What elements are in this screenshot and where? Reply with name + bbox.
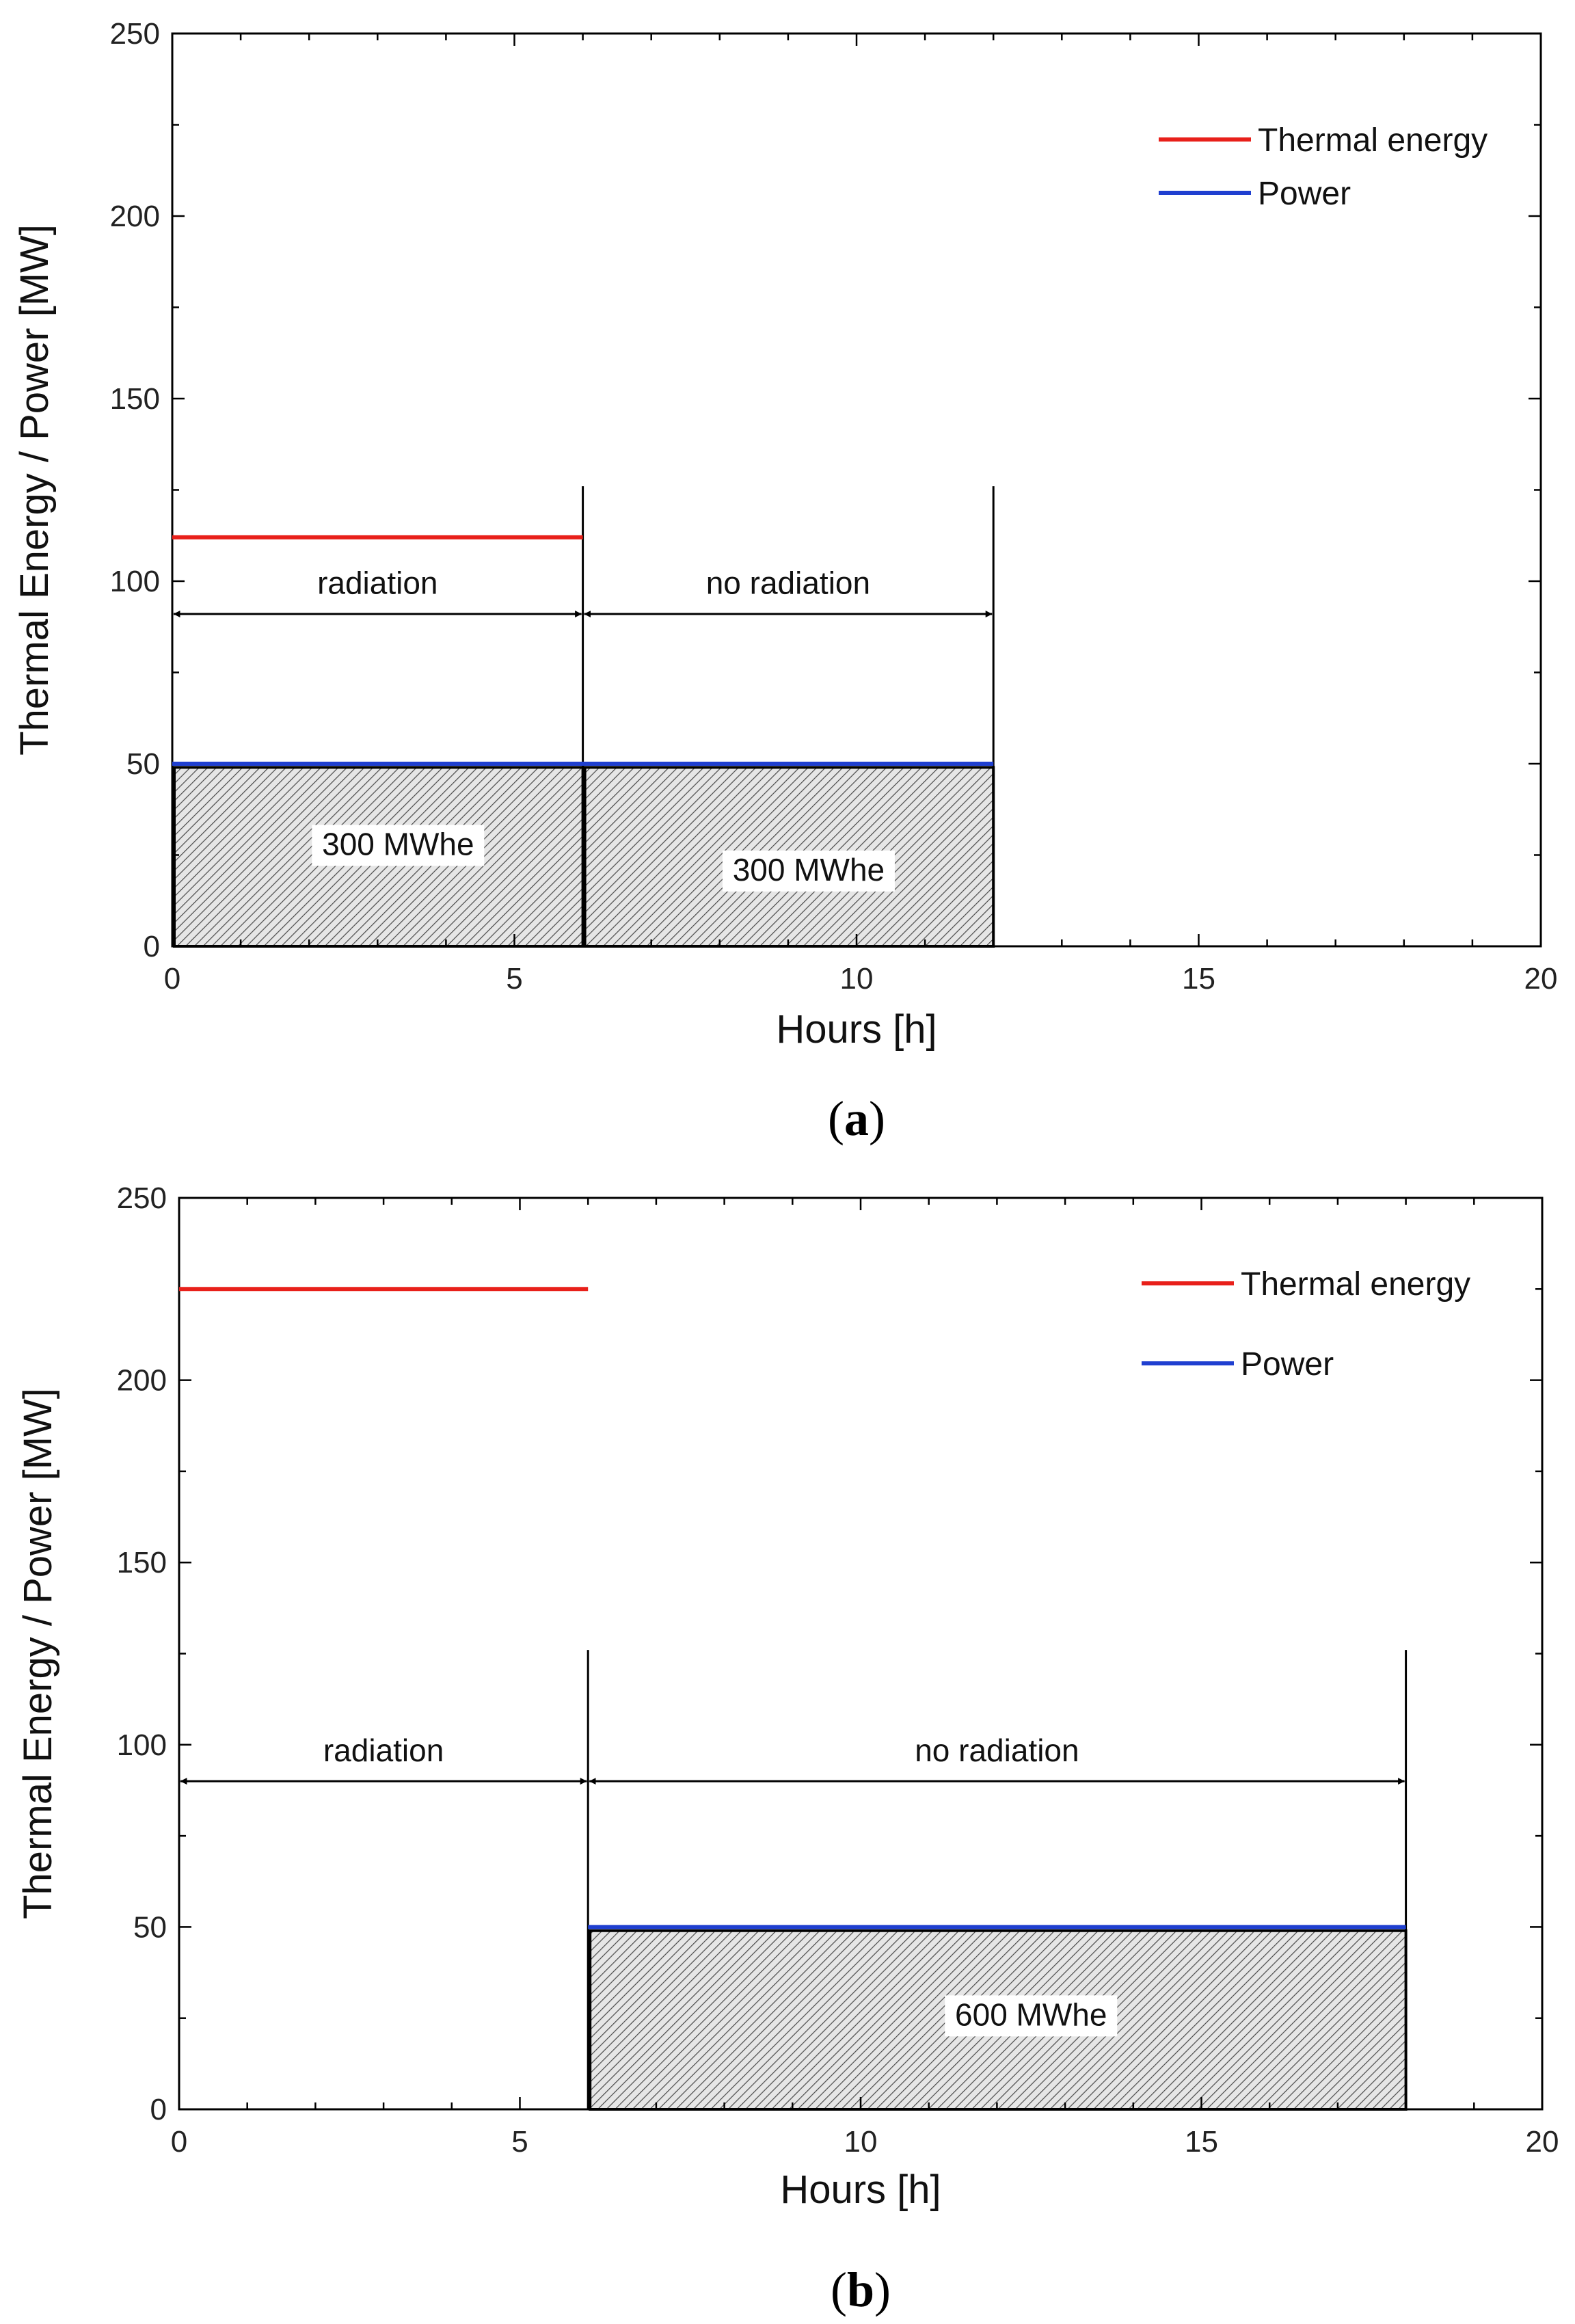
x-tick-label: 20 <box>1524 962 1558 996</box>
x-tick-label: 15 <box>1182 962 1215 996</box>
y-tick-label: 0 <box>144 930 160 963</box>
y-tick-label: 0 <box>150 2093 167 2126</box>
legend-label-thermal-energy: Thermal energy <box>1241 1266 1470 1303</box>
legend-label-power: Power <box>1258 176 1351 212</box>
x-tick-label: 10 <box>844 2125 878 2159</box>
x-tick-label: 20 <box>1526 2125 1559 2159</box>
x-tick-label: 0 <box>164 962 180 996</box>
area-label-background <box>945 1995 1118 2037</box>
y-tick-label: 50 <box>133 1910 167 1944</box>
y-tick-label: 150 <box>117 1546 167 1579</box>
span-label: no radiation <box>706 565 870 601</box>
y-tick-label: 250 <box>110 17 160 51</box>
caption-letter: a <box>844 1091 869 1146</box>
caption-paren-close: ) <box>874 2262 891 2317</box>
y-tick-label: 200 <box>110 200 160 233</box>
span-label: radiation <box>317 565 438 601</box>
area-label: 300 MWhe <box>733 852 885 887</box>
panel-caption: (a) <box>828 1091 885 1146</box>
area-label: 600 MWhe <box>955 1996 1107 2032</box>
caption-letter: b <box>847 2262 874 2317</box>
y-tick-label: 200 <box>117 1364 167 1398</box>
caption-paren-open: ( <box>831 2262 847 2317</box>
x-tick-label: 10 <box>840 962 874 996</box>
legend-label-power: Power <box>1241 1346 1334 1383</box>
area-label-background <box>312 825 485 866</box>
caption-paren-close: ) <box>869 1091 885 1146</box>
y-tick-label: 100 <box>117 1728 167 1762</box>
y-tick-label: 150 <box>110 382 160 416</box>
x-tick-label: 15 <box>1185 2125 1218 2159</box>
panel-caption: (b) <box>831 2262 891 2317</box>
y-axis-title: Thermal Energy / Power [MW] <box>12 224 57 756</box>
y-tick-label: 100 <box>110 565 160 598</box>
y-tick-label: 250 <box>117 1181 167 1215</box>
legend-label-thermal-energy: Thermal energy <box>1258 122 1488 159</box>
x-tick-label: 0 <box>171 2125 187 2159</box>
span-label: radiation <box>323 1733 444 1768</box>
y-tick-label: 50 <box>126 747 160 781</box>
x-axis-title: Hours [h] <box>776 1007 937 1052</box>
x-tick-label: 5 <box>511 2125 528 2159</box>
area-label-background <box>722 850 895 892</box>
x-tick-label: 5 <box>506 962 522 996</box>
caption-paren-open: ( <box>828 1091 844 1146</box>
area-label: 300 MWhe <box>322 827 474 862</box>
span-label: no radiation <box>915 1733 1079 1768</box>
x-axis-title: Hours [h] <box>780 2167 941 2212</box>
y-axis-title: Thermal Energy / Power [MW] <box>16 1388 60 1919</box>
